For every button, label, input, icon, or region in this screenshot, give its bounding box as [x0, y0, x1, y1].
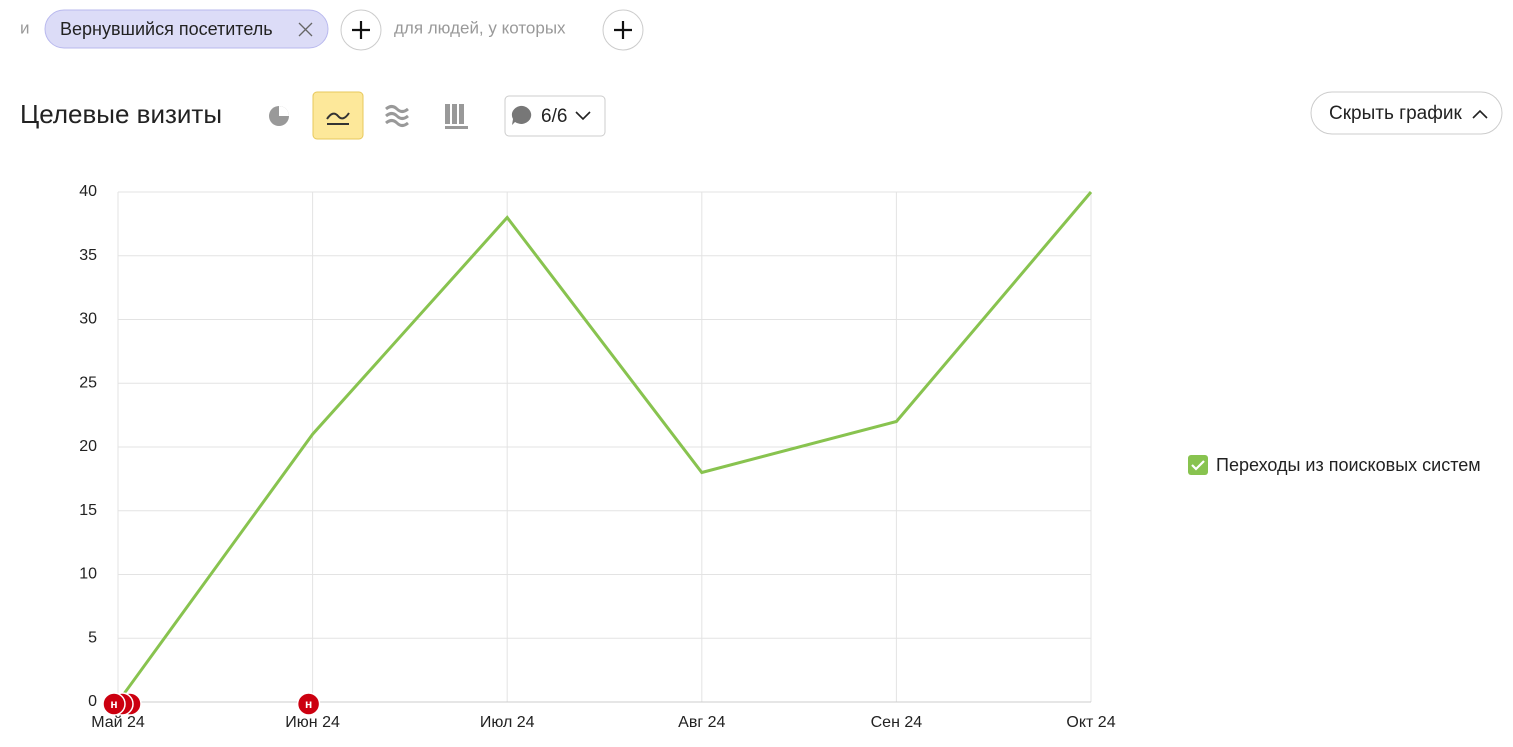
x-tick-label: Май 24	[91, 714, 145, 731]
y-tick-label: 20	[79, 438, 97, 455]
add-icon	[614, 21, 632, 39]
y-tick-label: 30	[79, 311, 97, 328]
comments-dropdown[interactable]	[504, 95, 606, 137]
comments-count: 6/6	[541, 106, 567, 127]
chip-remove[interactable]	[298, 22, 313, 37]
filter-conjunction: и	[20, 18, 30, 37]
dropdown-arrow	[575, 111, 591, 121]
y-tick-label: 0	[88, 693, 97, 710]
annotation-label: н	[305, 697, 312, 711]
hide-chart-label: Скрыть график	[1329, 103, 1462, 124]
annotation-marker[interactable]: н	[296, 692, 321, 716]
annotation-dot	[102, 692, 126, 716]
pie-chart-button[interactable]	[269, 106, 289, 126]
annotation-dot	[296, 692, 321, 716]
line-chart-icon	[326, 112, 350, 125]
x-tick-label: Авг 24	[678, 714, 725, 731]
filter-condition: для людей, у которых	[394, 18, 566, 37]
series-line	[116, 191, 1093, 703]
y-tick-label: 35	[79, 247, 97, 264]
y-tick-label: 40	[79, 183, 97, 200]
legend-check	[1191, 460, 1205, 471]
x-tick-label: Июн 24	[285, 714, 340, 731]
x-tick-label: Июл 24	[480, 714, 535, 731]
segment-chip-label: Вернувшийся посетитель	[60, 19, 273, 39]
y-tick-label: 25	[79, 374, 97, 391]
add-icon	[352, 21, 370, 39]
legend-checkbox[interactable]	[1188, 455, 1208, 475]
report-title: Целевые визиты	[20, 99, 222, 129]
y-tick-label: 10	[79, 566, 97, 583]
area-chart-button[interactable]	[385, 105, 409, 127]
y-tick-label: 5	[88, 629, 97, 646]
bar-chart-button[interactable]	[445, 104, 468, 129]
segment-chip[interactable]	[44, 9, 329, 49]
legend-label: Переходы из поисковых систем	[1216, 455, 1481, 475]
x-tick-label: Сен 24	[871, 714, 923, 731]
collapse-arrow	[1472, 109, 1488, 119]
x-tick-label: Окт 24	[1066, 714, 1115, 731]
chart: 0 5 10 15 20 25 30 35 40 Май 24 Июн 24 Июл 24 Авг 24…	[79, 183, 1480, 731]
y-tick-label: 15	[79, 502, 97, 519]
annotation-marker[interactable]: н	[102, 692, 126, 716]
annotation-label: н	[110, 697, 117, 711]
comment-icon	[511, 105, 532, 125]
hide-chart-button[interactable]	[1310, 91, 1503, 135]
